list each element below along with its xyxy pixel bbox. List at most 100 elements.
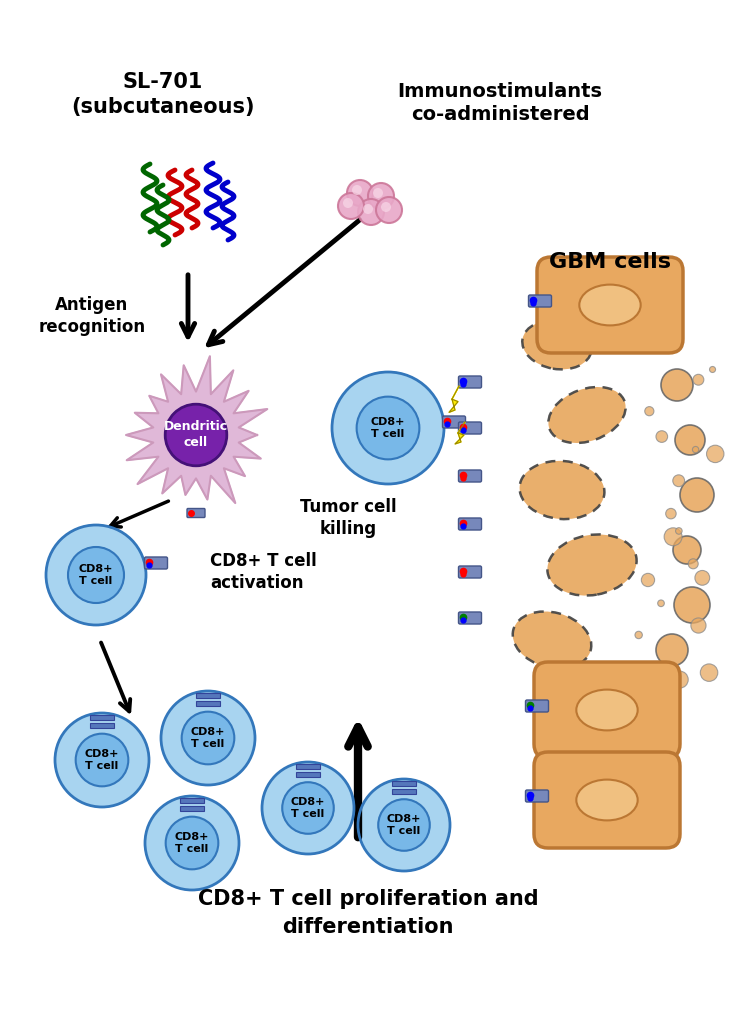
Circle shape xyxy=(68,547,124,603)
Circle shape xyxy=(675,425,705,455)
Ellipse shape xyxy=(520,461,604,519)
FancyBboxPatch shape xyxy=(534,752,680,848)
Circle shape xyxy=(145,796,239,890)
Bar xyxy=(196,692,220,697)
FancyBboxPatch shape xyxy=(459,376,481,388)
FancyBboxPatch shape xyxy=(537,257,683,353)
Circle shape xyxy=(363,204,373,214)
Circle shape xyxy=(688,559,698,568)
Circle shape xyxy=(262,762,354,854)
Circle shape xyxy=(347,180,373,206)
Text: Antigen
recognition: Antigen recognition xyxy=(38,296,146,336)
Circle shape xyxy=(691,617,706,633)
Circle shape xyxy=(182,712,234,764)
Text: CD8+
T cell: CD8+ T cell xyxy=(387,814,421,837)
Circle shape xyxy=(76,733,129,786)
Circle shape xyxy=(379,800,430,851)
Circle shape xyxy=(358,199,384,225)
Circle shape xyxy=(376,197,402,223)
Circle shape xyxy=(368,183,394,209)
Circle shape xyxy=(645,324,656,335)
Circle shape xyxy=(332,372,444,484)
Circle shape xyxy=(161,691,255,785)
FancyBboxPatch shape xyxy=(459,612,481,624)
Circle shape xyxy=(651,322,677,348)
Bar xyxy=(296,764,320,768)
Circle shape xyxy=(46,525,146,625)
Circle shape xyxy=(675,527,682,535)
FancyBboxPatch shape xyxy=(145,557,168,569)
Ellipse shape xyxy=(576,689,638,730)
Ellipse shape xyxy=(513,611,591,669)
Ellipse shape xyxy=(523,321,592,370)
Text: CD8+
T cell: CD8+ T cell xyxy=(85,749,119,771)
Circle shape xyxy=(656,634,688,666)
Text: CD8+
T cell: CD8+ T cell xyxy=(371,417,405,439)
Text: CD8+ T cell proliferation and
differentiation: CD8+ T cell proliferation and differenti… xyxy=(198,889,538,937)
Bar xyxy=(196,700,220,706)
Circle shape xyxy=(282,782,334,834)
Circle shape xyxy=(706,445,724,463)
FancyBboxPatch shape xyxy=(459,566,481,578)
Bar xyxy=(392,780,416,785)
FancyBboxPatch shape xyxy=(187,509,205,517)
Bar xyxy=(392,788,416,794)
Circle shape xyxy=(640,663,664,687)
Text: Immunostimulants
co-administered: Immunostimulants co-administered xyxy=(398,82,603,125)
Circle shape xyxy=(373,188,383,198)
Text: GBM cells: GBM cells xyxy=(549,252,671,272)
FancyBboxPatch shape xyxy=(442,416,465,428)
Polygon shape xyxy=(449,386,459,413)
FancyBboxPatch shape xyxy=(534,662,680,758)
Circle shape xyxy=(673,475,684,486)
Circle shape xyxy=(642,573,655,587)
Circle shape xyxy=(673,536,701,564)
Bar xyxy=(180,798,204,803)
Circle shape xyxy=(693,375,704,385)
Circle shape xyxy=(674,587,710,623)
Text: CD8+
T cell: CD8+ T cell xyxy=(79,564,113,586)
FancyBboxPatch shape xyxy=(528,295,551,307)
Circle shape xyxy=(635,631,642,639)
Text: Dendritic
cell: Dendritic cell xyxy=(164,421,228,450)
Text: Tumor cell
killing: Tumor cell killing xyxy=(300,498,396,538)
Circle shape xyxy=(55,713,149,807)
Bar xyxy=(90,723,114,727)
Circle shape xyxy=(352,185,362,195)
Circle shape xyxy=(165,817,218,869)
Text: CD8+
T cell: CD8+ T cell xyxy=(291,797,325,819)
Ellipse shape xyxy=(548,535,637,596)
Circle shape xyxy=(695,570,710,586)
Ellipse shape xyxy=(579,285,641,326)
Circle shape xyxy=(680,478,714,512)
Bar xyxy=(90,715,114,720)
Circle shape xyxy=(661,369,693,401)
Circle shape xyxy=(358,779,450,871)
Bar xyxy=(180,806,204,811)
FancyBboxPatch shape xyxy=(459,422,481,434)
Circle shape xyxy=(671,669,678,676)
Circle shape xyxy=(658,600,664,606)
Text: CD8+
T cell: CD8+ T cell xyxy=(175,831,209,854)
Circle shape xyxy=(356,396,420,460)
Circle shape xyxy=(700,664,718,681)
Text: CD8+ T cell
activation: CD8+ T cell activation xyxy=(210,552,317,592)
Polygon shape xyxy=(126,356,268,503)
Circle shape xyxy=(338,193,364,219)
Circle shape xyxy=(664,527,682,546)
Ellipse shape xyxy=(548,387,625,443)
Circle shape xyxy=(692,446,699,453)
FancyBboxPatch shape xyxy=(459,470,481,482)
Circle shape xyxy=(656,431,667,442)
Circle shape xyxy=(645,407,654,416)
Text: SL-701
(subcutaneous): SL-701 (subcutaneous) xyxy=(71,72,255,117)
FancyBboxPatch shape xyxy=(526,700,548,712)
Bar xyxy=(296,771,320,776)
FancyBboxPatch shape xyxy=(459,518,481,530)
Text: CD8+
T cell: CD8+ T cell xyxy=(191,727,225,750)
Ellipse shape xyxy=(576,779,638,820)
Circle shape xyxy=(343,198,353,208)
Circle shape xyxy=(381,202,391,212)
Circle shape xyxy=(666,508,676,519)
Circle shape xyxy=(165,404,227,466)
